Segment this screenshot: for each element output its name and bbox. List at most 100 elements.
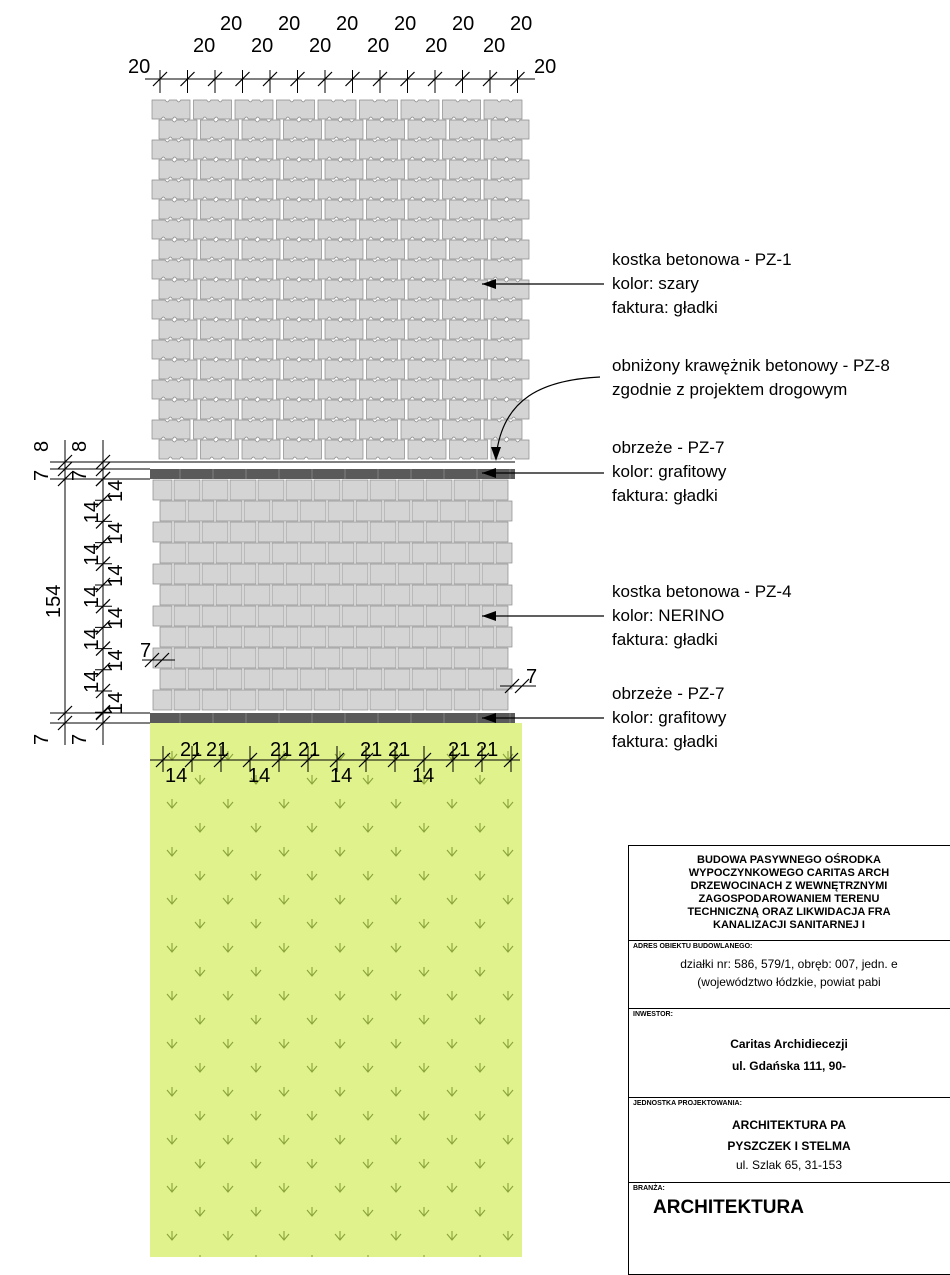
dim-right-7: 7 — [526, 666, 537, 688]
paver-pz4 — [411, 542, 439, 564]
grass-symbol — [502, 991, 514, 1001]
leader-arrow — [482, 468, 496, 478]
paver-pz1 — [276, 219, 315, 240]
dim-left-row: 14 — [105, 607, 127, 629]
grass-symbol — [362, 1015, 374, 1025]
paver-pz1 — [241, 239, 281, 260]
paver-pz1 — [442, 139, 481, 160]
branch-caption: BRANŻA: — [633, 1185, 665, 1192]
paver-pz1 — [234, 179, 274, 200]
paver-pz4 — [369, 647, 397, 669]
grass-symbols — [166, 751, 514, 1257]
grass-symbol — [194, 1111, 206, 1121]
dimension-tick — [427, 71, 443, 87]
paver-pz4 — [243, 626, 271, 648]
paver-pz4 — [243, 542, 271, 564]
grass-symbol — [334, 991, 346, 1001]
grass-symbol — [418, 1111, 430, 1121]
grass-symbol — [222, 799, 234, 809]
paver-pz4 — [355, 500, 383, 522]
paver-pz1 — [407, 119, 447, 140]
dimension-tick — [152, 71, 168, 87]
grass-symbol — [418, 1159, 430, 1169]
paver-pz1 — [241, 119, 281, 140]
grass-symbol — [334, 1039, 346, 1049]
grass-symbol — [446, 943, 458, 953]
dim-left-row: 14 — [81, 543, 103, 565]
grass-symbol — [250, 1207, 262, 1217]
grass-symbol — [194, 1159, 206, 1169]
grass-symbol — [502, 943, 514, 953]
paver-pz1 — [359, 99, 398, 120]
paver-pz1 — [407, 279, 447, 300]
grass-symbol — [334, 847, 346, 857]
paver-pz1 — [151, 379, 191, 400]
dim-left-7a: 7 — [31, 470, 53, 481]
callout-line: faktura: gładki — [612, 298, 718, 317]
grass-symbol — [166, 895, 178, 905]
paver-pz1 — [483, 139, 523, 160]
dimension-tick — [144, 652, 160, 668]
paver-pz4 — [411, 584, 439, 606]
paver-pz4 — [229, 647, 257, 669]
paver-pz4 — [439, 626, 467, 648]
dimension-tick — [95, 454, 111, 470]
grass-symbol — [306, 871, 318, 881]
paver-pz1 — [276, 179, 315, 200]
paver-pz1 — [241, 399, 281, 420]
grass-symbol — [418, 919, 430, 929]
paver-pz4 — [327, 668, 355, 690]
paver-pz4 — [215, 584, 243, 606]
paver-pz4 — [159, 668, 187, 690]
dim-left-row: 14 — [105, 522, 127, 544]
paver-pz4 — [285, 479, 313, 501]
grass-symbol — [418, 967, 430, 977]
grass-symbol — [418, 1063, 430, 1073]
paver-pz1 — [234, 299, 274, 320]
paver-pz1 — [449, 199, 488, 220]
paver-pz1 — [276, 419, 315, 440]
dim-top-lower: 20 — [483, 35, 505, 57]
paver-pz1 — [193, 179, 232, 200]
dim-top-right: 20 — [534, 56, 556, 78]
paver-pz1 — [151, 299, 191, 320]
paver-pz4 — [341, 689, 369, 711]
paver-pz4 — [397, 605, 425, 627]
paver-pz1 — [483, 339, 523, 360]
paver-pz4 — [285, 689, 313, 711]
dim-left-mid: 7 — [140, 640, 151, 662]
edging-pz7-top — [150, 469, 515, 479]
dim-left-7d: 7 — [69, 734, 91, 745]
dimension-tick — [482, 71, 498, 87]
paver-pz1 — [200, 439, 239, 460]
grass-symbol — [222, 991, 234, 1001]
grass-symbol — [390, 943, 402, 953]
address-caption: ADRES OBIEKTU BUDOWLANEGO: — [633, 943, 753, 950]
dimension-tick — [345, 71, 360, 87]
dimension-tick — [180, 71, 195, 87]
grass-symbol — [390, 991, 402, 1001]
grass-symbol — [474, 1015, 486, 1025]
dim-bottom-21: 21 — [448, 739, 470, 761]
paver-pz1 — [324, 279, 364, 300]
dimension-tick — [95, 461, 111, 477]
grass-symbol — [362, 919, 374, 929]
paver-pz4 — [397, 563, 425, 585]
paver-pz4 — [439, 584, 467, 606]
paver-pz1 — [283, 159, 322, 180]
leader-arrow — [491, 447, 501, 461]
grass-symbol — [222, 1231, 234, 1241]
grass-symbol — [418, 823, 430, 833]
grass-symbol — [250, 1063, 262, 1073]
grass-symbol — [278, 1231, 290, 1241]
investor-caption: INWESTOR: — [633, 1011, 673, 1018]
paver-pz4 — [355, 584, 383, 606]
paver-pz1 — [158, 239, 198, 260]
grass-symbol — [362, 967, 374, 977]
dim-left-row: 14 — [105, 565, 127, 587]
dimension-tick — [290, 71, 305, 87]
grass-symbol — [446, 1183, 458, 1193]
paver-pz4 — [285, 605, 313, 627]
paver-pz4 — [229, 689, 257, 711]
paver-pz1 — [442, 379, 481, 400]
